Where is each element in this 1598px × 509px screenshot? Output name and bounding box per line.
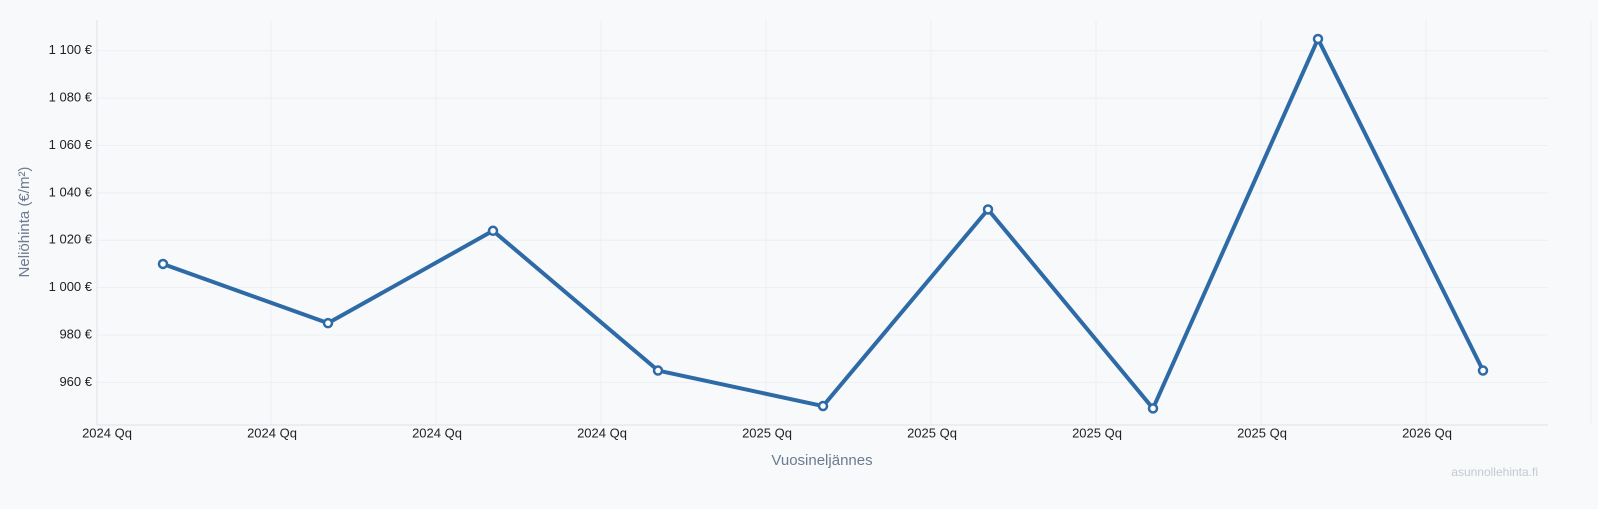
x-tick-label: 2025 Qq <box>1237 425 1287 440</box>
watermark: asunnollehinta.fi <box>1451 465 1538 479</box>
point <box>652 365 664 376</box>
x-axis-title: Vuosineljännes <box>771 452 872 469</box>
point <box>1147 403 1159 414</box>
y-tick-label: 980 € <box>59 326 92 341</box>
x-tick-label: 2024 Qq <box>247 425 297 440</box>
x-tick-label: 2025 Qq <box>742 425 792 440</box>
y-tick-label: 1 100 € <box>49 42 93 57</box>
point <box>817 400 829 412</box>
y-tick-label: 1 060 € <box>49 137 93 152</box>
line <box>162 36 1485 411</box>
point <box>487 225 499 237</box>
x-tick-label: 2024 Qq <box>82 425 132 440</box>
y-axis-title: Neliöhinta (€/m²) <box>16 167 33 278</box>
point <box>1312 33 1324 45</box>
x-tick-label: 2025 Qq <box>907 425 957 440</box>
x-tick-label: 2024 Qq <box>412 425 462 440</box>
x-tick-label: 2025 Qq <box>1072 425 1122 440</box>
point <box>1477 365 1489 376</box>
point <box>982 204 994 215</box>
y-tick-label: 1 040 € <box>49 184 93 199</box>
y-tick-label: 1 000 € <box>49 279 93 294</box>
y-tick-label: 960 € <box>59 374 92 389</box>
y-tick-label: 1 020 € <box>49 232 93 247</box>
point <box>322 317 334 329</box>
x-tick-label: 2024 Qq <box>577 425 627 440</box>
y-tick-label: 1 080 € <box>49 90 93 105</box>
point <box>157 258 169 270</box>
x-tick-label: 2026 Qq <box>1402 425 1452 440</box>
